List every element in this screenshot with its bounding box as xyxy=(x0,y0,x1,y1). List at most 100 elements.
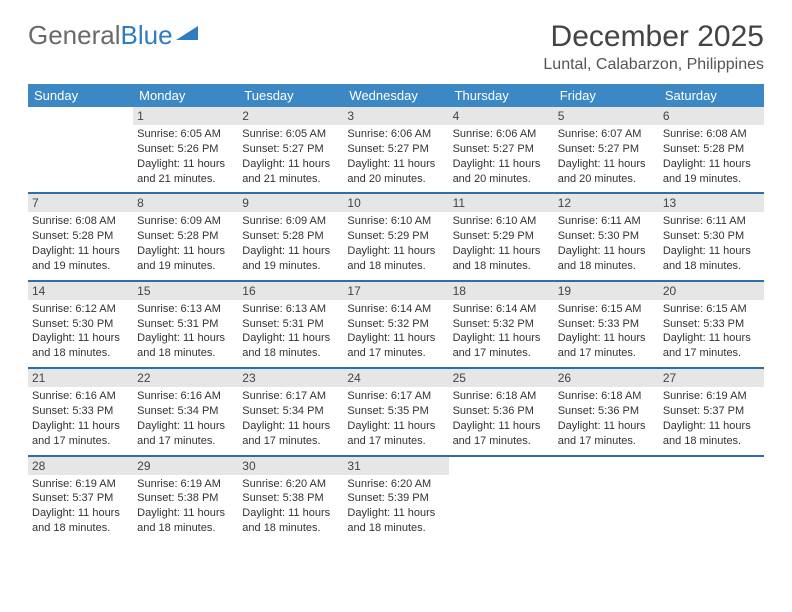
day-header-row: Sunday Monday Tuesday Wednesday Thursday… xyxy=(28,84,764,107)
day-info: Sunrise: 6:18 AMSunset: 5:36 PMDaylight:… xyxy=(453,389,550,448)
day2-text: and 18 minutes. xyxy=(663,434,760,449)
day1-text: Daylight: 11 hours xyxy=(242,331,339,346)
calendar-day-cell: 11Sunrise: 6:10 AMSunset: 5:29 PMDayligh… xyxy=(449,193,554,280)
calendar-day-cell: 28Sunrise: 6:19 AMSunset: 5:37 PMDayligh… xyxy=(28,456,133,542)
day-info: Sunrise: 6:05 AMSunset: 5:27 PMDaylight:… xyxy=(242,127,339,186)
day-number: 2 xyxy=(238,107,343,125)
sunset-text: Sunset: 5:28 PM xyxy=(137,229,234,244)
day1-text: Daylight: 11 hours xyxy=(32,419,129,434)
day1-text: Daylight: 11 hours xyxy=(137,331,234,346)
sunset-text: Sunset: 5:33 PM xyxy=(663,317,760,332)
day-number: 4 xyxy=(449,107,554,125)
day1-text: Daylight: 11 hours xyxy=(347,244,444,259)
day2-text: and 20 minutes. xyxy=(453,172,550,187)
day2-text: and 18 minutes. xyxy=(347,521,444,536)
day2-text: and 18 minutes. xyxy=(137,521,234,536)
day-number: 29 xyxy=(133,457,238,475)
calendar-day-cell: 1Sunrise: 6:05 AMSunset: 5:26 PMDaylight… xyxy=(133,107,238,193)
sunrise-text: Sunrise: 6:05 AM xyxy=(137,127,234,142)
day1-text: Daylight: 11 hours xyxy=(663,244,760,259)
day-info: Sunrise: 6:13 AMSunset: 5:31 PMDaylight:… xyxy=(137,302,234,361)
sunset-text: Sunset: 5:32 PM xyxy=(453,317,550,332)
sunrise-text: Sunrise: 6:10 AM xyxy=(347,214,444,229)
day-number: 6 xyxy=(659,107,764,125)
sunrise-text: Sunrise: 6:19 AM xyxy=(32,477,129,492)
day-info: Sunrise: 6:08 AMSunset: 5:28 PMDaylight:… xyxy=(663,127,760,186)
day1-text: Daylight: 11 hours xyxy=(453,419,550,434)
day1-text: Daylight: 11 hours xyxy=(242,244,339,259)
sunrise-text: Sunrise: 6:10 AM xyxy=(453,214,550,229)
sunset-text: Sunset: 5:33 PM xyxy=(32,404,129,419)
day1-text: Daylight: 11 hours xyxy=(663,419,760,434)
day2-text: and 17 minutes. xyxy=(453,434,550,449)
day-info: Sunrise: 6:20 AMSunset: 5:39 PMDaylight:… xyxy=(347,477,444,536)
day-number: 20 xyxy=(659,282,764,300)
day-info: Sunrise: 6:11 AMSunset: 5:30 PMDaylight:… xyxy=(663,214,760,273)
day-number: 24 xyxy=(343,369,448,387)
day-number: 8 xyxy=(133,194,238,212)
day2-text: and 18 minutes. xyxy=(32,346,129,361)
sunset-text: Sunset: 5:28 PM xyxy=(242,229,339,244)
sunset-text: Sunset: 5:38 PM xyxy=(137,491,234,506)
day-info: Sunrise: 6:14 AMSunset: 5:32 PMDaylight:… xyxy=(453,302,550,361)
day-number: 22 xyxy=(133,369,238,387)
day-number: 30 xyxy=(238,457,343,475)
day2-text: and 17 minutes. xyxy=(558,346,655,361)
sunrise-text: Sunrise: 6:19 AM xyxy=(663,389,760,404)
day1-text: Daylight: 11 hours xyxy=(663,331,760,346)
day1-text: Daylight: 11 hours xyxy=(242,157,339,172)
calendar-day-cell: 16Sunrise: 6:13 AMSunset: 5:31 PMDayligh… xyxy=(238,281,343,368)
calendar-day-cell: 20Sunrise: 6:15 AMSunset: 5:33 PMDayligh… xyxy=(659,281,764,368)
col-header: Thursday xyxy=(449,84,554,107)
sunrise-text: Sunrise: 6:11 AM xyxy=(663,214,760,229)
sunset-text: Sunset: 5:34 PM xyxy=(137,404,234,419)
day2-text: and 19 minutes. xyxy=(137,259,234,274)
sunset-text: Sunset: 5:27 PM xyxy=(347,142,444,157)
day-info: Sunrise: 6:17 AMSunset: 5:35 PMDaylight:… xyxy=(347,389,444,448)
sunrise-text: Sunrise: 6:19 AM xyxy=(137,477,234,492)
day2-text: and 17 minutes. xyxy=(347,434,444,449)
day-number: 18 xyxy=(449,282,554,300)
col-header: Monday xyxy=(133,84,238,107)
sunset-text: Sunset: 5:31 PM xyxy=(137,317,234,332)
sunrise-text: Sunrise: 6:09 AM xyxy=(242,214,339,229)
calendar-day-cell: 5Sunrise: 6:07 AMSunset: 5:27 PMDaylight… xyxy=(554,107,659,193)
sunrise-text: Sunrise: 6:16 AM xyxy=(137,389,234,404)
day2-text: and 17 minutes. xyxy=(453,346,550,361)
calendar-week-row: 14Sunrise: 6:12 AMSunset: 5:30 PMDayligh… xyxy=(28,281,764,368)
day-number: 12 xyxy=(554,194,659,212)
day2-text: and 17 minutes. xyxy=(558,434,655,449)
title-block: December 2025 Luntal, Calabarzon, Philip… xyxy=(543,20,764,74)
day-info: Sunrise: 6:12 AMSunset: 5:30 PMDaylight:… xyxy=(32,302,129,361)
day-info: Sunrise: 6:10 AMSunset: 5:29 PMDaylight:… xyxy=(347,214,444,273)
day-info: Sunrise: 6:19 AMSunset: 5:37 PMDaylight:… xyxy=(32,477,129,536)
calendar-day-cell: 7Sunrise: 6:08 AMSunset: 5:28 PMDaylight… xyxy=(28,193,133,280)
sunset-text: Sunset: 5:34 PM xyxy=(242,404,339,419)
sunset-text: Sunset: 5:38 PM xyxy=(242,491,339,506)
col-header: Friday xyxy=(554,84,659,107)
day-info: Sunrise: 6:10 AMSunset: 5:29 PMDaylight:… xyxy=(453,214,550,273)
sunrise-text: Sunrise: 6:07 AM xyxy=(558,127,655,142)
triangle-icon xyxy=(176,18,200,49)
day-number: 17 xyxy=(343,282,448,300)
calendar-day-cell xyxy=(554,456,659,542)
sunset-text: Sunset: 5:30 PM xyxy=(558,229,655,244)
sunrise-text: Sunrise: 6:12 AM xyxy=(32,302,129,317)
day1-text: Daylight: 11 hours xyxy=(347,331,444,346)
sunrise-text: Sunrise: 6:14 AM xyxy=(453,302,550,317)
col-header: Wednesday xyxy=(343,84,448,107)
calendar-day-cell: 3Sunrise: 6:06 AMSunset: 5:27 PMDaylight… xyxy=(343,107,448,193)
brand-logo: GeneralBlue xyxy=(28,20,200,51)
sunrise-text: Sunrise: 6:11 AM xyxy=(558,214,655,229)
day1-text: Daylight: 11 hours xyxy=(663,157,760,172)
day1-text: Daylight: 11 hours xyxy=(137,157,234,172)
day1-text: Daylight: 11 hours xyxy=(137,506,234,521)
day2-text: and 17 minutes. xyxy=(242,434,339,449)
day2-text: and 17 minutes. xyxy=(137,434,234,449)
sunrise-text: Sunrise: 6:13 AM xyxy=(137,302,234,317)
day-number: 7 xyxy=(28,194,133,212)
day-info: Sunrise: 6:14 AMSunset: 5:32 PMDaylight:… xyxy=(347,302,444,361)
calendar-day-cell: 6 Sunrise: 6:08 AMSunset: 5:28 PMDaylight… xyxy=(659,107,764,193)
sunset-text: Sunset: 5:35 PM xyxy=(347,404,444,419)
sunrise-text: Sunrise: 6:18 AM xyxy=(453,389,550,404)
